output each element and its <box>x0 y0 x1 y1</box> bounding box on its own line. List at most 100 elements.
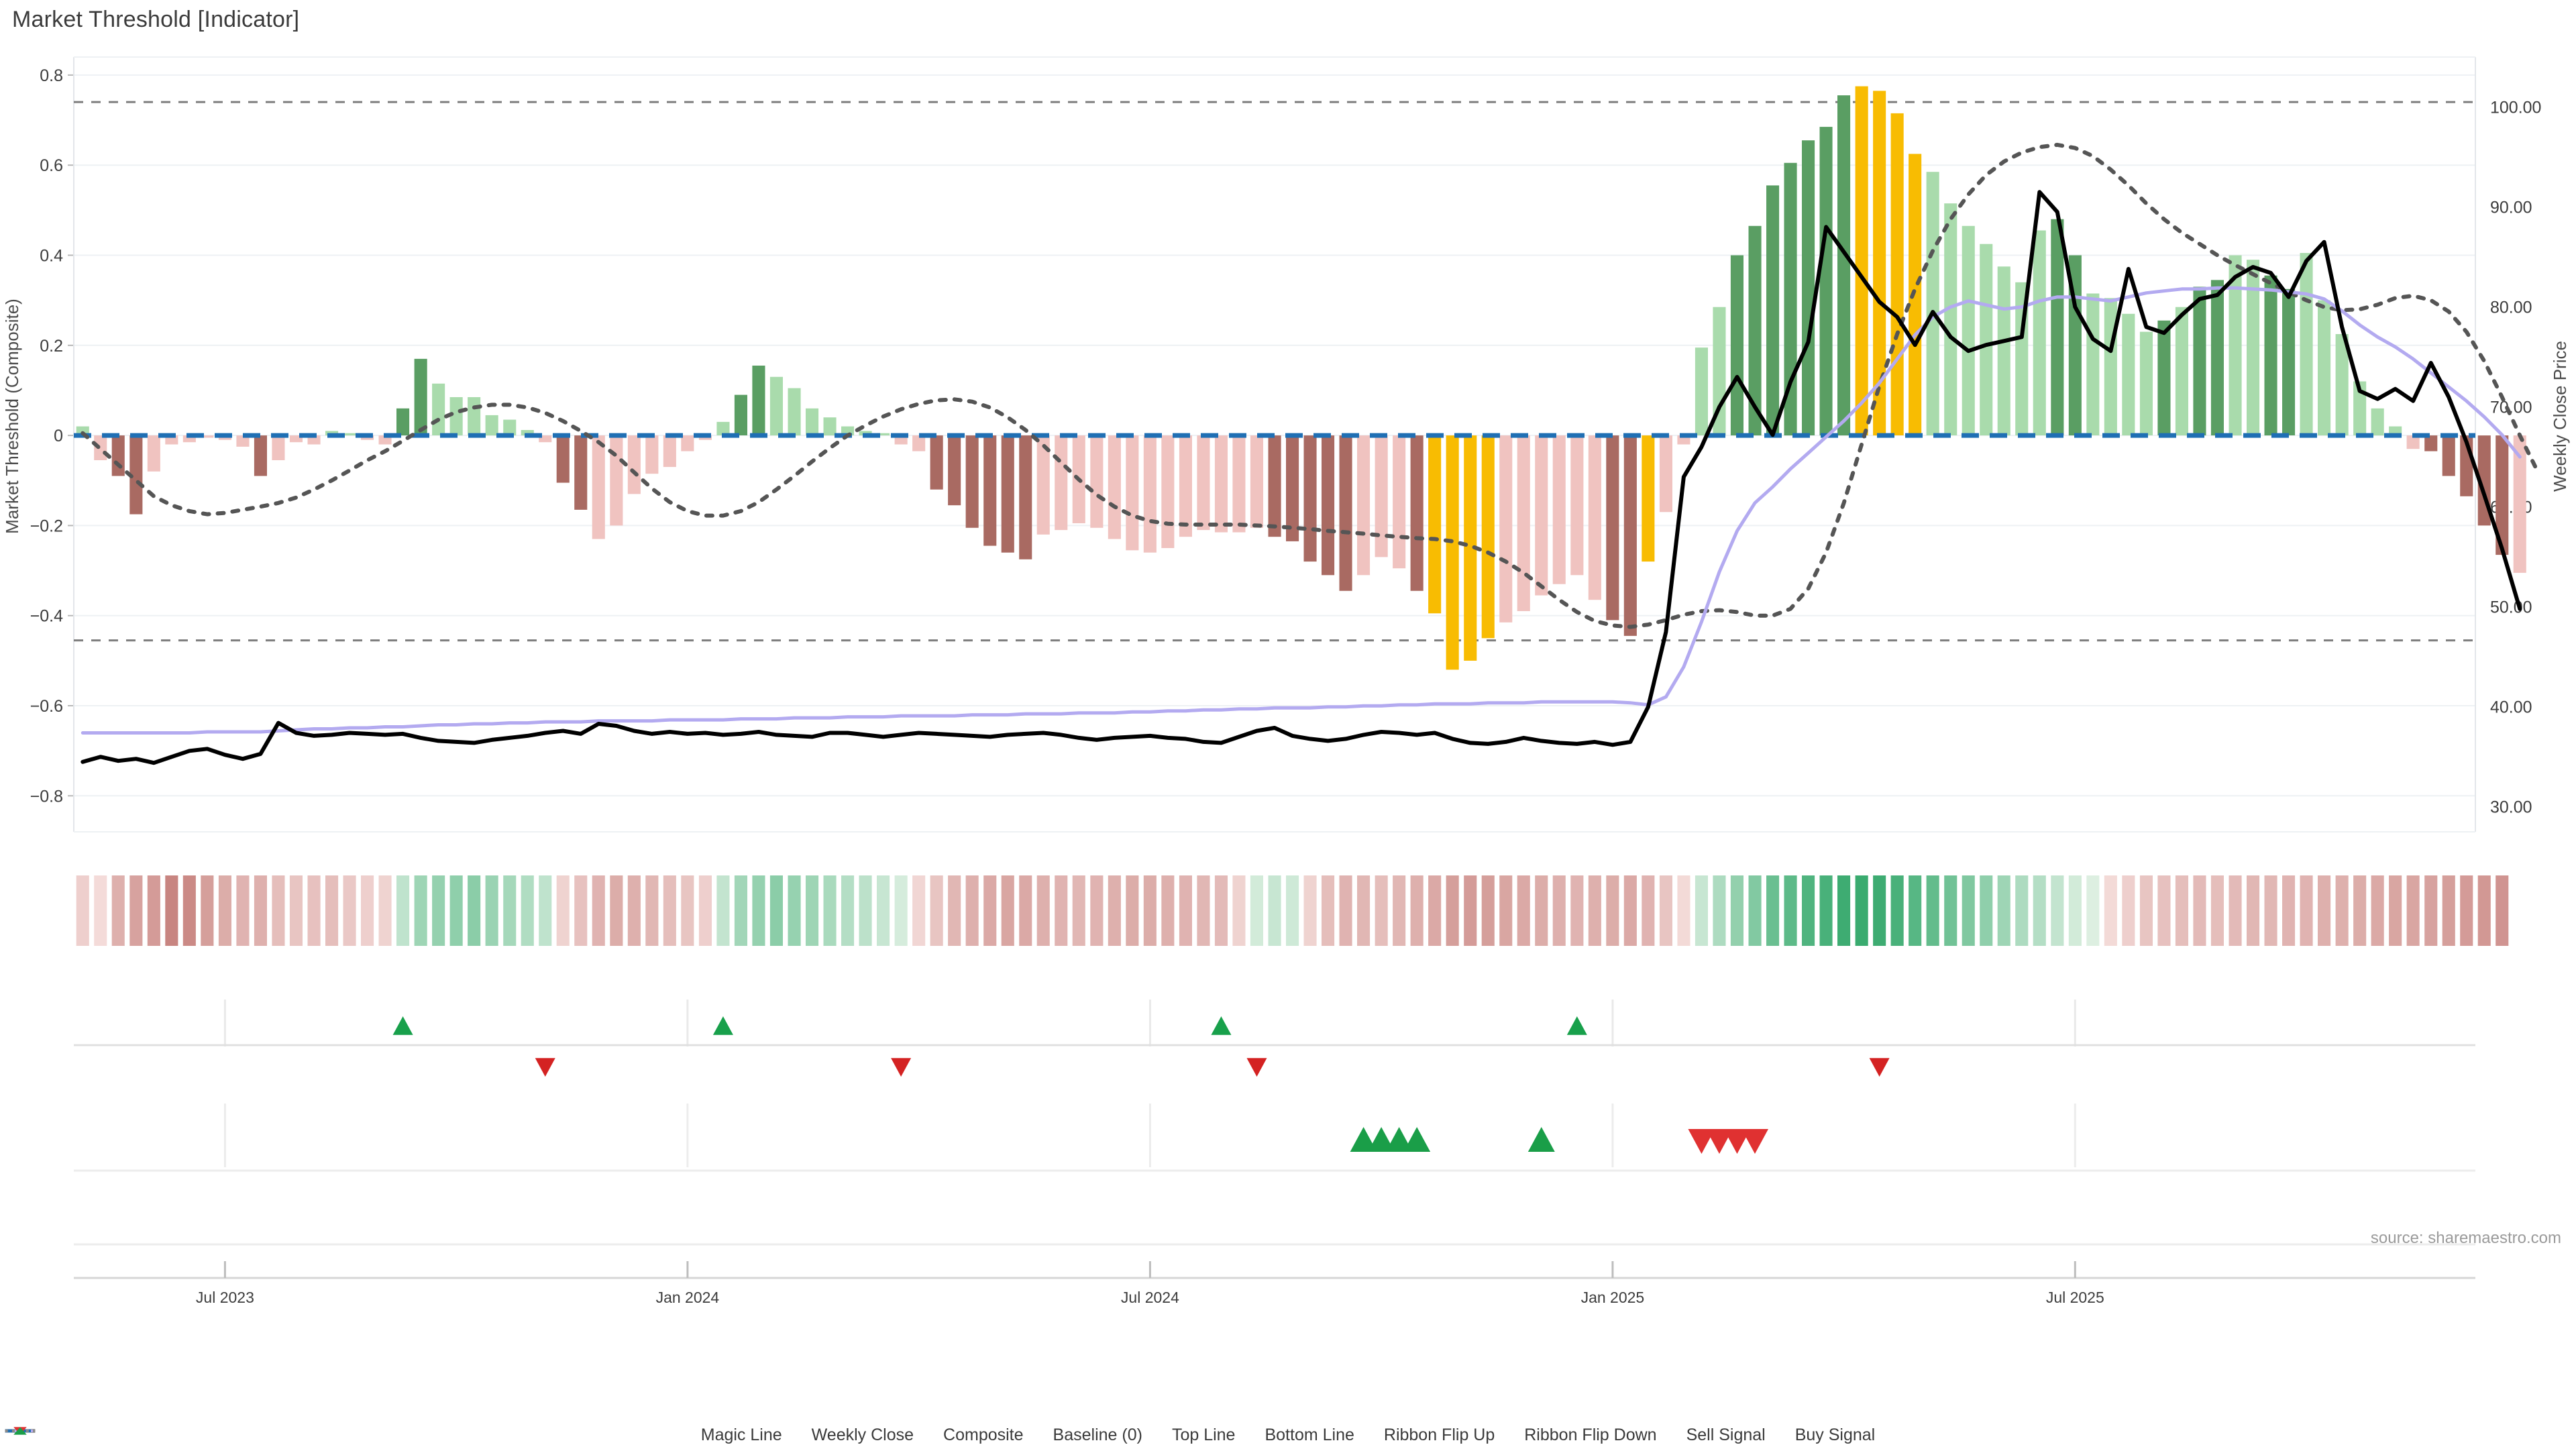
ribbon-cell <box>1339 875 1352 946</box>
ribbon-cell <box>2247 875 2260 946</box>
ribbon-cell <box>1268 875 1281 946</box>
threshold-bar <box>1036 435 1050 535</box>
threshold-bar <box>983 435 997 546</box>
ribbon-cell <box>2122 875 2135 946</box>
y-axis-right-tick: 90.00 <box>2490 199 2532 217</box>
legend-item[interactable]: Buy Signal <box>13 1426 1876 1445</box>
sell-signal-marker <box>1705 1129 1733 1154</box>
legend-item[interactable]: Top Line <box>5 1426 1235 1445</box>
legend-item[interactable]: Baseline (0) <box>5 1426 1142 1445</box>
threshold-bar <box>2442 435 2455 476</box>
threshold-bar <box>1819 127 1833 436</box>
threshold-bar <box>2210 280 2224 436</box>
threshold-bar <box>1695 347 1708 435</box>
buy-signal-marker <box>1527 1127 1555 1152</box>
x-axis-tick: Jan 2025 <box>1581 1289 1645 1306</box>
threshold-bar <box>1642 435 1655 562</box>
ribbon-cell <box>2300 875 2313 946</box>
ribbon-cell <box>2389 875 2402 946</box>
threshold-bar <box>1926 172 1939 435</box>
threshold-bar <box>1108 435 1121 539</box>
threshold-bar <box>485 415 498 436</box>
ribbon-cell <box>1214 875 1228 946</box>
threshold-bar <box>2122 313 2135 436</box>
threshold-bar <box>1197 435 1210 531</box>
ribbon-cell <box>396 875 410 946</box>
legend-item[interactable]: Ribbon Flip Up <box>13 1426 1495 1445</box>
ribbon-cell <box>1036 875 1050 946</box>
threshold-bar <box>2513 435 2526 573</box>
threshold-bar <box>1339 435 1352 591</box>
ribbon-cell <box>1108 875 1121 946</box>
legend-item[interactable]: Weekly Close <box>5 1426 914 1445</box>
ribbon-cell <box>1126 875 1139 946</box>
ribbon-cell <box>716 875 730 946</box>
ribbon-cell <box>627 875 641 946</box>
ribbon-cell <box>1446 875 1459 946</box>
ribbon-cell <box>1179 875 1192 946</box>
y-axis-right-tick: 100.00 <box>2490 99 2541 117</box>
ribbon-cell <box>325 875 339 946</box>
legend-label: Ribbon Flip Down <box>1524 1426 1657 1444</box>
threshold-bar <box>2264 275 2277 436</box>
ribbon-cell <box>449 875 463 946</box>
threshold-bar <box>788 388 801 436</box>
page-title: Market Threshold [Indicator] <box>12 7 300 32</box>
threshold-bar <box>1393 435 1406 569</box>
threshold-bar <box>2193 286 2206 436</box>
ribbon-cell <box>2157 875 2171 946</box>
ribbon-cell <box>574 875 588 946</box>
y-axis-left-tick: 0.4 <box>40 247 63 266</box>
ribbon-cell <box>2210 875 2224 946</box>
threshold-bar <box>1517 435 1530 611</box>
legend-item[interactable]: Composite <box>5 1426 1024 1445</box>
threshold-bar <box>1962 225 1975 436</box>
threshold-bar <box>1232 435 1246 533</box>
ribbon-cell <box>1588 875 1601 946</box>
ribbon-cell <box>1499 875 1513 946</box>
chart-legend: Magic Line Weekly Close Composite Baseline … <box>0 1426 2576 1445</box>
ribbon-cell <box>1019 875 1032 946</box>
legend-item[interactable]: Magic Line <box>5 1426 782 1445</box>
legend-label: Ribbon Flip Up <box>1383 1426 1495 1444</box>
threshold-bar <box>1766 185 1780 436</box>
weekly-close-line <box>80 190 2522 765</box>
ribbon-cell <box>681 875 694 946</box>
ribbon-cell <box>468 875 481 946</box>
legend-item[interactable]: Bottom Line <box>5 1426 1354 1445</box>
y-axis-right-tick: 40.00 <box>2490 698 2532 717</box>
ribbon-cell <box>1766 875 1780 946</box>
threshold-bar <box>94 435 107 460</box>
threshold-bar <box>1090 435 1104 528</box>
threshold-bar <box>1623 435 1637 636</box>
threshold-bar <box>2371 408 2384 436</box>
ribbon-cell <box>1055 875 1068 946</box>
threshold-bar <box>806 408 819 436</box>
threshold-bar <box>627 435 641 494</box>
threshold-bar <box>1357 435 1371 576</box>
ribbon-cell <box>1890 875 1904 946</box>
legend-item[interactable]: Ribbon Flip Down <box>13 1426 1657 1445</box>
legend-item[interactable]: Sell Signal <box>13 1426 1766 1445</box>
y-axis-left-tick: −0.4 <box>30 607 63 626</box>
threshold-bar <box>2282 288 2296 435</box>
ribbon-cell <box>1303 875 1317 946</box>
ribbon-cell <box>147 875 160 946</box>
threshold-bar <box>1446 435 1459 670</box>
legend-label: Buy Signal <box>1794 1426 1876 1444</box>
ribbon-cell <box>1428 875 1442 946</box>
threshold-bar <box>539 435 552 443</box>
ribbon-cell <box>182 875 196 946</box>
threshold-bar <box>1606 435 1619 621</box>
ribbon-cell <box>2353 875 2367 946</box>
ribbon-cell <box>2460 875 2473 946</box>
ribbon-cell <box>663 875 676 946</box>
ribbon-cell <box>218 875 231 946</box>
ribbon-cell <box>307 875 321 946</box>
sell-signal-marker <box>1723 1129 1751 1154</box>
threshold-bar <box>610 435 623 526</box>
threshold-bar <box>1161 435 1175 548</box>
ribbon-cell <box>894 875 908 946</box>
threshold-bar <box>1303 435 1317 562</box>
